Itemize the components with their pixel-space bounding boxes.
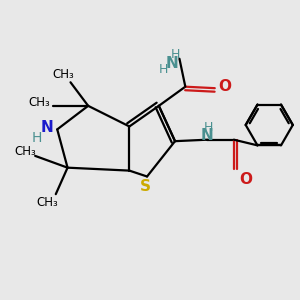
Text: H: H [32, 131, 42, 145]
Text: CH₃: CH₃ [52, 68, 74, 81]
Text: O: O [239, 172, 252, 187]
Text: H: H [204, 121, 214, 134]
Text: H: H [170, 48, 180, 61]
Text: CH₃: CH₃ [29, 96, 50, 110]
Text: O: O [219, 79, 232, 94]
Text: CH₃: CH₃ [36, 196, 58, 209]
Text: CH₃: CH₃ [14, 145, 36, 158]
Text: N: N [201, 128, 214, 143]
Text: S: S [140, 179, 151, 194]
Text: N: N [40, 120, 53, 135]
Text: H: H [159, 62, 168, 76]
Text: N: N [166, 56, 178, 70]
